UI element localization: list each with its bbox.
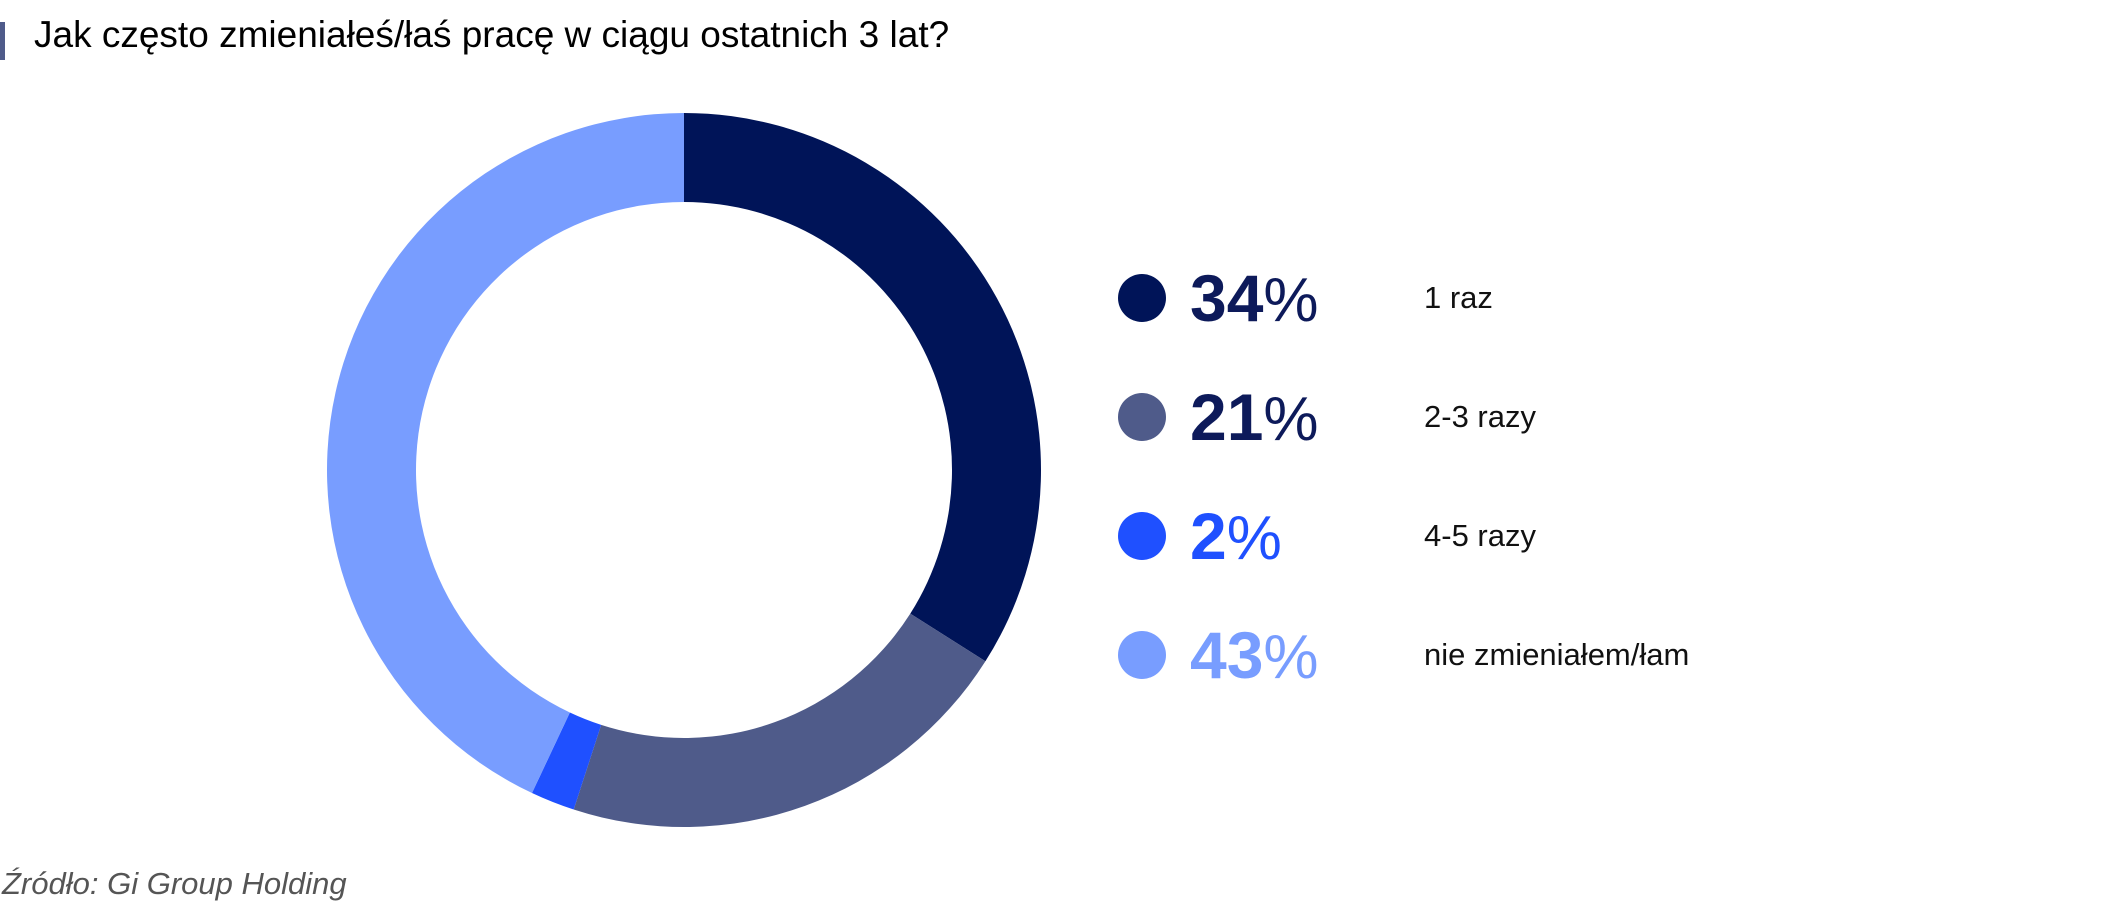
title-accent-bar [0,22,5,60]
legend-dot [1118,393,1166,441]
legend-label: 2-3 razy [1424,399,1536,434]
legend-dot [1118,631,1166,679]
percent-sign: % [1263,266,1319,335]
legend-item: 43% nie zmieniałem/łam [1118,615,1818,695]
legend-percentage: 34% [1190,260,1319,355]
chart-title: Jak często zmieniałeś/łaś pracę w ciągu … [34,14,950,55]
legend-percentage: 43% [1190,617,1319,712]
donut-slice-2 [573,613,986,827]
percent-sign: % [1263,385,1319,454]
percent-sign: % [1226,504,1282,573]
legend-dot [1118,512,1166,560]
legend-label: 4-5 razy [1424,518,1536,553]
percentage-value: 43 [1190,618,1264,692]
legend-item: 21% 2-3 razy [1118,377,1818,457]
donut-slice-4 [327,113,684,794]
legend-dot [1118,274,1166,322]
percentage-value: 34 [1190,261,1264,335]
percentage-value: 2 [1190,499,1227,573]
legend-item: 34% 1 raz [1118,258,1818,338]
legend-percentage: 2% [1190,498,1282,593]
percentage-value: 21 [1190,380,1264,454]
source-note: Źródło: Gi Group Holding [2,866,347,901]
legend-percentage: 21% [1190,379,1319,474]
legend-item: 2% 4-5 razy [1118,496,1818,576]
donut-slice-1 [684,113,1041,662]
donut-slice-3 [531,712,602,810]
legend-label: nie zmieniałem/łam [1424,637,1690,672]
legend-label: 1 raz [1424,280,1493,315]
percent-sign: % [1263,623,1319,692]
